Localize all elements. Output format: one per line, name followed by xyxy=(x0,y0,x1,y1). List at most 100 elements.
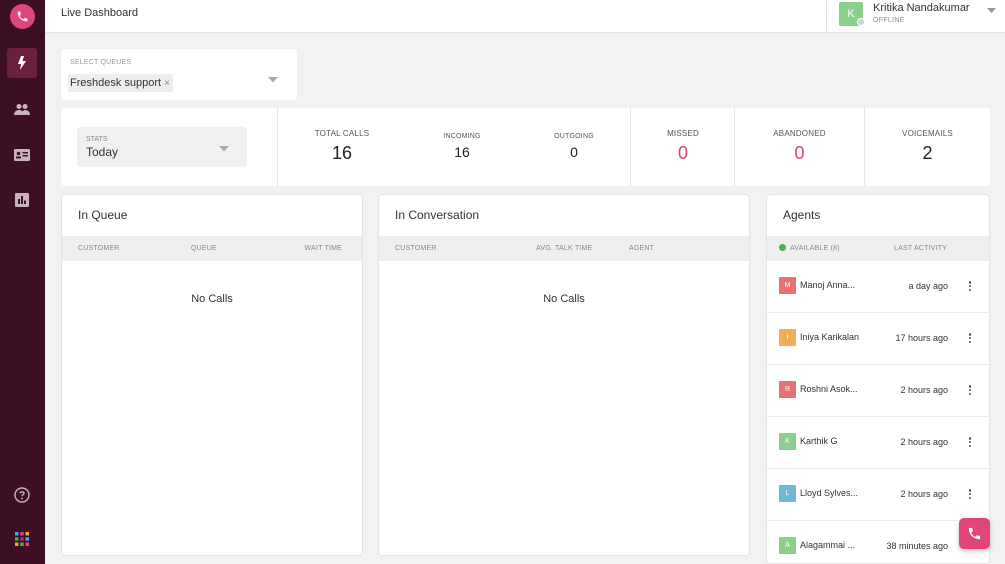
people-icon xyxy=(14,104,30,115)
stat-label: INCOMING xyxy=(443,133,481,140)
panel-title: In Conversation xyxy=(395,208,480,222)
dropdown-caret-icon[interactable] xyxy=(268,77,278,83)
stat-missed: MISSED 0 xyxy=(632,108,734,186)
agent-row[interactable]: K Karthik G 2 hours ago xyxy=(767,417,989,469)
table-header: AVAILABLE (8) LAST ACTIVITY xyxy=(767,236,989,261)
remove-chip-icon[interactable]: × xyxy=(164,77,170,89)
stat-label: MISSED xyxy=(667,129,699,138)
stats-period-select[interactable]: STATS Today xyxy=(77,127,247,167)
agent-row[interactable]: M Manoj Anna... a day ago xyxy=(767,261,989,313)
app-switcher-button[interactable] xyxy=(7,524,37,554)
stat-total-calls: TOTAL CALLS 16 xyxy=(297,108,387,186)
help-icon xyxy=(14,487,30,503)
stat-value: 0 xyxy=(570,144,578,160)
stat-voicemails: VOICEMAILS 2 xyxy=(865,108,990,186)
contact-card-icon xyxy=(14,149,30,161)
empty-state: No Calls xyxy=(543,293,585,305)
agent-row[interactable]: A Alagammai ... 38 minutes ago xyxy=(767,521,989,563)
agent-name: Lloyd Sylves... xyxy=(800,488,859,498)
agent-last-activity: 2 hours ago xyxy=(900,385,948,395)
column-header[interactable]: AVG. TALK TIME xyxy=(536,245,593,252)
more-options-icon[interactable] xyxy=(967,279,973,293)
avatar: K xyxy=(779,433,796,450)
divider xyxy=(277,108,278,186)
stat-value: 16 xyxy=(454,144,470,160)
sidebar-item-live-dashboard[interactable] xyxy=(7,48,37,78)
queue-selector-label: SELECT QUEUES xyxy=(70,59,132,66)
user-name: Kritika Nandakumar xyxy=(873,2,970,14)
column-header[interactable]: CUSTOMER xyxy=(78,245,120,252)
available-status-dot xyxy=(779,244,786,251)
chevron-down-icon[interactable] xyxy=(987,8,996,14)
sidebar-item-contacts[interactable] xyxy=(7,140,37,170)
user-status: OFFLINE xyxy=(873,17,905,24)
stat-value: 0 xyxy=(677,143,688,163)
table-header: CUSTOMER AVG. TALK TIME AGENT xyxy=(379,236,749,261)
sidebar-item-agents[interactable] xyxy=(7,94,37,124)
stats-period-value: Today xyxy=(86,145,119,159)
more-options-icon[interactable] xyxy=(967,487,973,501)
stat-abandoned: ABANDONED 0 xyxy=(735,108,864,186)
agent-name: Manoj Anna... xyxy=(800,280,856,290)
sidebar-item-reports[interactable] xyxy=(7,185,37,215)
lightning-icon xyxy=(18,56,26,70)
user-menu[interactable]: K Kritika Nandakumar OFFLINE xyxy=(826,0,1005,33)
more-options-icon[interactable] xyxy=(967,331,973,345)
stat-value: 0 xyxy=(794,143,805,163)
more-options-icon[interactable] xyxy=(967,435,973,449)
divider xyxy=(864,108,865,186)
avatar: M xyxy=(779,277,796,294)
stat-label: ABANDONED xyxy=(773,129,826,138)
stats-summary: STATS Today TOTAL CALLS 16 INCOMING 16 O… xyxy=(61,108,990,186)
agent-row[interactable]: I Iniya Karikalan 17 hours ago xyxy=(767,313,989,365)
avatar: A xyxy=(779,537,796,554)
help-button[interactable] xyxy=(7,480,37,510)
column-header[interactable]: CUSTOMER xyxy=(395,245,437,252)
page-title: Live Dashboard xyxy=(61,7,139,19)
queue-chip-label: Freshdesk support xyxy=(70,77,162,89)
user-avatar: K xyxy=(839,2,863,26)
empty-state: No Calls xyxy=(191,293,233,305)
phone-icon xyxy=(17,11,28,22)
queue-chip: Freshdesk support × xyxy=(68,74,173,92)
in-conversation-panel: In Conversation CUSTOMER AVG. TALK TIME … xyxy=(378,194,750,556)
avatar: L xyxy=(779,485,796,502)
panel-title: In Queue xyxy=(78,208,128,222)
stat-incoming: INCOMING 16 xyxy=(422,108,502,186)
dialer-button[interactable] xyxy=(959,518,990,549)
available-filter[interactable]: AVAILABLE (8) xyxy=(790,245,840,252)
stat-label: TOTAL CALLS xyxy=(314,129,370,138)
divider xyxy=(630,108,631,186)
more-options-icon[interactable] xyxy=(967,383,973,397)
stat-value: 16 xyxy=(331,143,353,163)
bar-chart-icon xyxy=(15,193,29,207)
divider xyxy=(734,108,735,186)
agent-row[interactable]: R Roshni Asok... 2 hours ago xyxy=(767,365,989,417)
top-header: Live Dashboard K Kritika Nandakumar OFFL… xyxy=(45,0,1005,33)
agent-name: Roshni Asok... xyxy=(800,384,858,394)
agent-last-activity: 2 hours ago xyxy=(900,489,948,499)
column-header[interactable]: QUEUE xyxy=(191,245,217,252)
column-header[interactable]: WAIT TIME xyxy=(304,245,342,252)
in-queue-panel: In Queue CUSTOMER QUEUE WAIT TIME No Cal… xyxy=(61,194,363,556)
column-header[interactable]: AGENT xyxy=(629,245,655,252)
agent-name: Iniya Karikalan xyxy=(800,332,860,342)
agent-last-activity: 2 hours ago xyxy=(900,437,948,447)
stats-label: STATS xyxy=(86,136,108,143)
column-header[interactable]: LAST ACTIVITY xyxy=(894,245,948,252)
sidebar xyxy=(0,0,45,564)
agent-row[interactable]: L Lloyd Sylves... 2 hours ago xyxy=(767,469,989,521)
agent-last-activity: 17 hours ago xyxy=(895,333,948,343)
app-logo[interactable] xyxy=(10,4,35,29)
table-header: CUSTOMER QUEUE WAIT TIME xyxy=(62,236,362,261)
panel-title: Agents xyxy=(783,208,821,222)
queue-selector[interactable]: SELECT QUEUES Freshdesk support × xyxy=(61,49,297,100)
presence-dot xyxy=(857,18,865,26)
app-grid-icon xyxy=(15,532,29,546)
dropdown-caret-icon[interactable] xyxy=(219,146,229,152)
agent-name: Alagammai ... xyxy=(800,540,856,550)
stat-value: 2 xyxy=(922,143,933,163)
avatar: I xyxy=(779,329,796,346)
avatar: R xyxy=(779,381,796,398)
agent-last-activity: 38 minutes ago xyxy=(886,541,948,551)
